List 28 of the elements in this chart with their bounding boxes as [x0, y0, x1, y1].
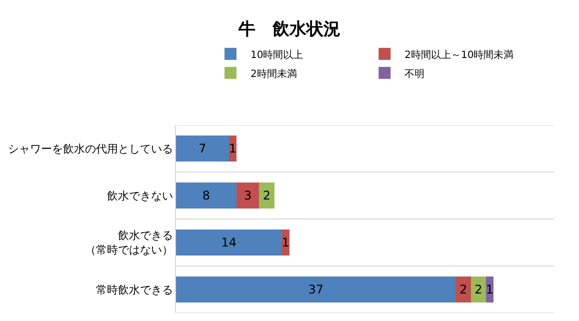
legend-label: 2時間未満	[250, 68, 297, 80]
legend-label: 2時間以上～10時間未満	[404, 48, 514, 61]
bar	[176, 136, 229, 162]
bar	[176, 230, 282, 256]
data-label: 1	[486, 282, 494, 297]
data-label: 1	[282, 236, 290, 250]
chart-title: 牛 飲水状況	[238, 19, 340, 40]
y-tick-label: 常時飲水できる	[96, 283, 173, 296]
legend-label: 不明	[404, 68, 425, 80]
data-label: 2	[262, 188, 271, 203]
bar	[456, 276, 471, 302]
legend-label: 10時間以上	[250, 48, 304, 61]
data-label: 3	[244, 188, 252, 203]
y-tick-label: シャワーを飲水の代用としている	[8, 142, 173, 156]
data-label: 37	[308, 282, 324, 297]
y-tick-label: 飲水できない	[106, 189, 173, 202]
bar	[259, 182, 274, 208]
bar	[176, 276, 456, 302]
y-tick-label: 飲水できる（常時ではない）	[84, 229, 173, 256]
data-label: 8	[202, 188, 210, 203]
data-label: 2	[459, 282, 468, 297]
data-label: 14	[221, 236, 237, 250]
bar	[236, 182, 260, 208]
data-label: 2	[474, 282, 482, 297]
data-label: 7	[198, 142, 206, 156]
bar	[470, 276, 486, 302]
data-label: 1	[228, 142, 237, 156]
bar	[176, 182, 236, 208]
